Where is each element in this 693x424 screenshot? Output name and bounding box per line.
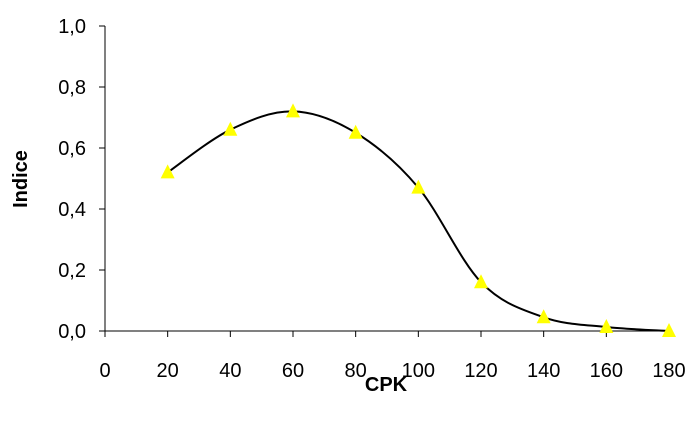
y-tick-label: 0,4 xyxy=(58,199,86,221)
y-tick-label: 1,0 xyxy=(58,16,86,38)
data-point-marker xyxy=(411,179,426,194)
y-tick-label: 0,2 xyxy=(58,260,86,282)
data-point-marker xyxy=(286,103,300,118)
x-tick-label: 80 xyxy=(345,360,367,382)
y-tick-label: 0,6 xyxy=(58,138,86,160)
data-point-marker xyxy=(599,319,614,334)
x-axis-ticks: 0 20 40 60 80 100 120 140 160 180 xyxy=(99,331,686,382)
data-point-marker xyxy=(223,121,238,136)
series-line xyxy=(167,110,670,332)
x-tick-label: 20 xyxy=(157,360,179,382)
y-axis-ticks: 0,0 0,2 0,4 0,6 0,8 1,0 xyxy=(58,16,105,343)
x-tick-label: 40 xyxy=(219,360,241,382)
x-tick-label: 100 xyxy=(402,360,435,382)
x-tick-label: 140 xyxy=(527,360,560,382)
x-tick-label: 120 xyxy=(464,360,497,382)
data-point-marker xyxy=(662,323,676,337)
data-markers xyxy=(160,103,676,337)
x-tick-label: 180 xyxy=(652,360,685,382)
data-point-marker xyxy=(160,164,175,179)
x-tick-label: 60 xyxy=(282,360,304,382)
y-tick-label: 0,0 xyxy=(58,321,86,343)
data-point-marker xyxy=(348,124,363,139)
x-tick-label: 160 xyxy=(590,360,623,382)
y-axis-title: Indice xyxy=(10,150,32,208)
data-point-marker xyxy=(536,309,551,324)
data-point-marker xyxy=(474,274,488,289)
y-tick-label: 0,8 xyxy=(58,77,86,99)
x-tick-label: 0 xyxy=(99,360,110,382)
x-axis-title: CPK xyxy=(365,374,408,396)
